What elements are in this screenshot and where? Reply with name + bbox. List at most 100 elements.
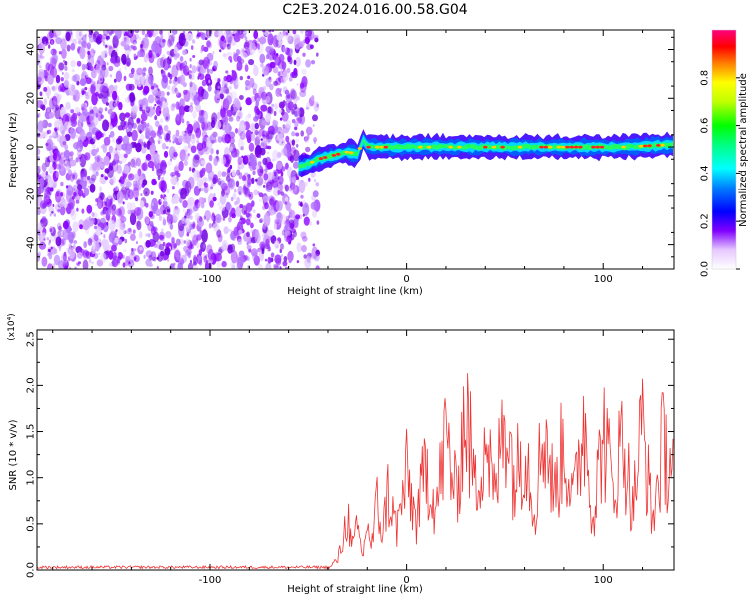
noise-speck	[100, 211, 105, 216]
noise-speck	[275, 126, 279, 132]
noise-speck	[182, 200, 188, 208]
noise-speck	[150, 251, 157, 261]
noise-speck	[280, 244, 285, 251]
noise-speck	[167, 64, 171, 69]
noise-speck	[151, 42, 158, 53]
noise-speck	[133, 173, 140, 180]
noise-speck	[225, 88, 230, 95]
noise-speck	[95, 131, 103, 139]
noise-speck	[191, 133, 195, 140]
noise-speck	[130, 249, 134, 256]
noise-speck	[147, 74, 154, 85]
noise-speck	[63, 259, 69, 266]
noise-speck	[260, 138, 263, 141]
signal-hotspot	[539, 145, 544, 149]
noise-speck	[155, 156, 162, 164]
noise-speck	[127, 30, 134, 38]
noise-speck	[214, 213, 222, 224]
noise-speck	[40, 131, 47, 138]
noise-speck	[255, 144, 262, 155]
noise-speck	[220, 35, 225, 42]
noise-speck	[276, 140, 280, 144]
noise-speck	[94, 149, 98, 156]
noise-speck	[256, 176, 264, 186]
noise-speck	[264, 181, 267, 185]
noise-speck	[156, 265, 159, 269]
noise-speck	[251, 177, 255, 184]
noise-speck	[244, 154, 252, 163]
noise-speck	[37, 187, 42, 196]
noise-speck	[170, 171, 176, 178]
noise-speck	[170, 176, 178, 185]
noise-speck	[301, 245, 307, 253]
noise-speck	[295, 176, 300, 181]
noise-speck	[295, 143, 299, 148]
noise-speck	[124, 238, 128, 244]
noise-speck	[227, 166, 231, 173]
noise-speck	[239, 122, 245, 132]
noise-speck	[70, 114, 77, 125]
noise-speck	[285, 200, 291, 211]
noise-speck	[81, 90, 85, 96]
noise-speck	[162, 218, 167, 226]
noise-speck	[189, 81, 193, 88]
noise-speck	[178, 160, 184, 172]
noise-speck	[277, 190, 281, 195]
noise-speck	[198, 217, 203, 222]
noise-speck	[151, 197, 159, 212]
noise-speck	[288, 214, 291, 219]
noise-speck	[95, 64, 101, 73]
noise-speck	[54, 127, 58, 132]
noise-speck	[281, 101, 285, 108]
noise-speck	[187, 153, 190, 157]
noise-speck	[202, 56, 210, 70]
noise-speck	[151, 48, 159, 59]
noise-speck	[254, 216, 257, 220]
noise-speck	[78, 189, 84, 197]
noise-speck	[267, 172, 273, 181]
noise-speck	[58, 96, 62, 101]
noise-speck	[58, 246, 62, 252]
signal-hotspot	[599, 145, 605, 149]
noise-speck	[49, 30, 54, 39]
noise-speck	[75, 134, 79, 138]
noise-speck	[212, 196, 217, 202]
noise-speck	[82, 73, 85, 77]
noise-speck	[220, 234, 223, 238]
noise-speck	[60, 38, 67, 50]
noise-speck	[46, 263, 54, 269]
noise-speck	[245, 218, 251, 226]
noise-speck	[255, 100, 259, 107]
noise-speck	[172, 30, 178, 35]
noise-speck	[49, 228, 52, 233]
noise-speck	[238, 250, 245, 257]
noise-speck	[162, 54, 166, 60]
noise-speck	[52, 152, 58, 161]
noise-speck	[247, 182, 251, 188]
noise-speck	[305, 146, 311, 153]
noise-speck	[266, 151, 270, 154]
noise-speck	[174, 193, 179, 199]
noise-speck	[252, 88, 257, 96]
noise-speck	[135, 197, 139, 202]
noise-speck	[203, 90, 209, 100]
noise-speck	[79, 78, 87, 86]
noise-speck	[162, 74, 168, 84]
noise-speck	[280, 93, 283, 97]
noise-speck	[198, 59, 204, 66]
noise-speck	[123, 44, 130, 51]
noise-speck	[172, 103, 176, 108]
noise-speck	[176, 61, 182, 71]
noise-speck	[150, 141, 153, 146]
noise-speck	[281, 229, 286, 236]
noise-speck	[231, 264, 236, 269]
noise-speck	[186, 232, 190, 237]
noise-speck	[279, 130, 285, 140]
noise-speck	[296, 260, 300, 264]
noise-speck	[263, 184, 266, 188]
noise-speck	[184, 32, 189, 40]
noise-speck	[232, 30, 237, 34]
noise-speck	[37, 100, 44, 108]
noise-speck	[192, 264, 198, 269]
noise-speck	[130, 67, 135, 75]
